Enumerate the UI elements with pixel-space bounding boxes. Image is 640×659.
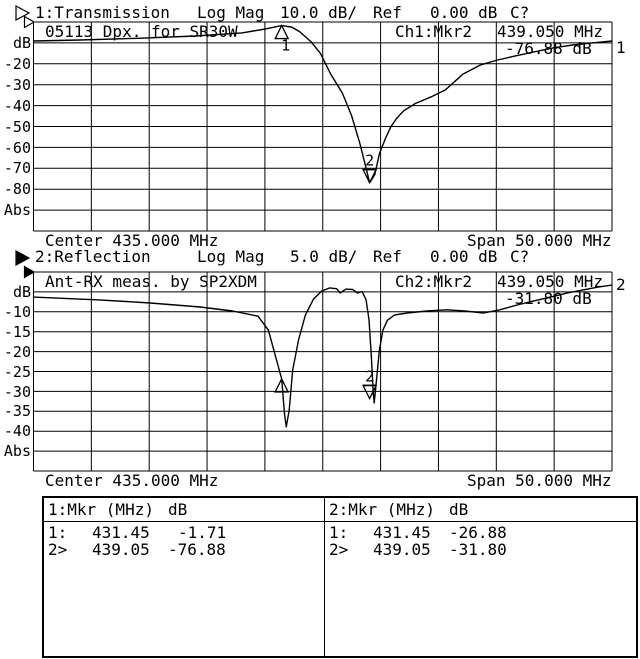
ch1-ytick: -50 (3, 118, 31, 136)
channel-title-arrow-ch2 (15, 249, 31, 267)
ch1-scale-value: 10.0 dB/ (280, 3, 358, 22)
mkr-table-ch2-row2-id: 2> (329, 540, 349, 559)
marker-triangle-ch1 (274, 24, 290, 40)
ch1-ytick: -70 (3, 159, 31, 177)
mkr-table-ch2-row1-value: -26.88 (449, 523, 507, 542)
ch1-marker-freq: 439.050 MHz (497, 22, 603, 41)
ch1-ytick: -40 (3, 97, 31, 115)
ch2-format-label: Log Mag (197, 247, 265, 266)
marker-table-header-separator (44, 521, 636, 522)
ch1-ref-value: 0.00 dB (430, 3, 498, 22)
ch2-cal-status: C? (510, 247, 530, 266)
marker-triangle-ch1 (362, 169, 378, 185)
ref-level-arrow-ch1 (23, 15, 36, 29)
ch1-abs-label: Abs (3, 201, 31, 219)
ch1-ref-label: Ref (373, 3, 402, 22)
ch2-marker-freq: 439.050 MHz (497, 272, 603, 291)
mkr-table-ch2-row1-freq: 431.45 (373, 523, 431, 542)
ch1-marker-channel: Ch1:Mkr2 (395, 22, 473, 41)
ch1-ytick: -60 (3, 139, 31, 157)
ch2-ytick: -15 (3, 323, 31, 341)
ch1-format-label: Log Mag (197, 3, 265, 22)
ch2-marker-channel: Ch2:Mkr2 (395, 272, 473, 291)
mkr-table-ch2-header-unit: dB (449, 500, 469, 519)
marker-triangle-ch2 (362, 384, 378, 401)
mkr-table-ch1-header-unit: dB (168, 500, 188, 519)
marker-table: 1:Mkr (MHz) dB 1: 431.45 -1.71 2> 439.05… (42, 496, 638, 658)
ch1-cal-status: C? (510, 3, 530, 22)
ch2-ytick: -30 (3, 383, 31, 401)
ch2-annotation: Ant-RX meas. by SP2XDM (45, 272, 257, 291)
marker-triangle-ch2 (274, 377, 290, 393)
ch2-ytick: -10 (3, 303, 31, 321)
ch2-ytick: -40 (3, 422, 31, 440)
mkr-table-ch1-row1-id: 1: (48, 523, 68, 542)
ch2-ytick: -20 (3, 343, 31, 361)
ch2-ytick: -25 (3, 363, 31, 381)
mkr-table-ch1-row1-value: -1.71 (178, 523, 227, 542)
mkr-table-ch2-row1-id: 1: (329, 523, 349, 542)
mkr-table-ch1-row2-id: 2> (48, 540, 68, 559)
ch2-ref-value: 0.00 dB (430, 247, 498, 266)
ch1-unit-label: dB (12, 34, 31, 52)
ch1-ytick: -30 (3, 76, 31, 94)
ch1-span: Span 50.000 MHz (467, 231, 612, 250)
mkr-table-ch2-header: 2:Mkr (MHz) (329, 500, 435, 519)
ch1-ytick: -20 (3, 55, 31, 73)
ch2-ref-label: Ref (373, 247, 402, 266)
ch2-marker-value: -31.80 dB (505, 289, 592, 308)
ch1-ytick: -80 (3, 180, 31, 198)
ch2-channel-indicator: 2 (616, 275, 626, 294)
ch2-abs-label: Abs (3, 442, 31, 460)
marker-label-ch1: 2 (365, 152, 374, 170)
mkr-table-ch2-row2-freq: 439.05 (373, 540, 431, 559)
mkr-table-ch2-row2-value: -31.80 (449, 540, 507, 559)
ch1-annotation: 05113 Dpx. for SR30W (45, 22, 238, 41)
ch2-unit-label: dB (12, 283, 31, 301)
ch2-center-freq: Center 435.000 MHz (45, 471, 219, 490)
marker-table-divider (324, 498, 325, 656)
ch1-marker-value: -76.88 dB (505, 39, 592, 58)
ch1-center-freq: Center 435.000 MHz (45, 231, 219, 250)
ch2-scale-value: 5.0 dB/ (290, 247, 358, 266)
marker-label-ch1: 1 (281, 37, 290, 55)
ch1-channel-indicator: 1 (616, 38, 626, 57)
mkr-table-ch1-row2-value: -76.88 (168, 540, 226, 559)
marker-label-ch2: 2 (365, 368, 374, 386)
mkr-table-ch1-header: 1:Mkr (MHz) (48, 500, 154, 519)
ch2-title: 2:Reflection (35, 247, 151, 266)
ref-level-arrow-ch2 (23, 265, 36, 279)
mkr-table-ch1-row2-freq: 439.05 (92, 540, 150, 559)
ch2-span: Span 50.000 MHz (467, 471, 612, 490)
ch1-title: 1:Transmission (35, 3, 170, 22)
ch2-ytick: -35 (3, 402, 31, 420)
mkr-table-ch1-row1-freq: 431.45 (92, 523, 150, 542)
channel-title-arrow-ch1 (15, 4, 31, 22)
